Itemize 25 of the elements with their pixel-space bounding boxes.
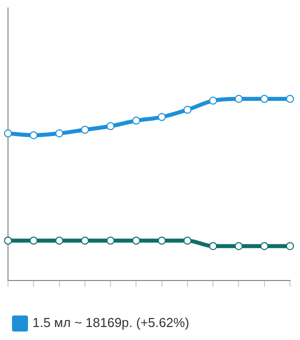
point bbox=[209, 96, 218, 105]
point bbox=[4, 236, 12, 245]
point bbox=[183, 236, 192, 245]
legend-label: 1.5 мл ~ 18169р. (+5.62%) bbox=[32, 315, 190, 330]
point bbox=[158, 236, 166, 245]
point bbox=[158, 113, 166, 122]
point bbox=[4, 129, 12, 138]
point bbox=[286, 242, 294, 250]
point bbox=[132, 116, 140, 125]
point bbox=[234, 242, 243, 250]
point bbox=[260, 94, 268, 103]
point bbox=[80, 126, 89, 134]
point bbox=[106, 122, 115, 130]
point bbox=[80, 236, 89, 245]
point bbox=[106, 236, 115, 245]
point bbox=[209, 242, 218, 250]
point bbox=[30, 131, 38, 140]
point bbox=[55, 129, 64, 138]
point bbox=[260, 242, 268, 250]
point bbox=[30, 236, 38, 245]
point bbox=[286, 94, 294, 103]
point bbox=[183, 106, 192, 114]
point bbox=[55, 236, 64, 245]
point bbox=[132, 236, 140, 245]
point bbox=[234, 94, 243, 103]
